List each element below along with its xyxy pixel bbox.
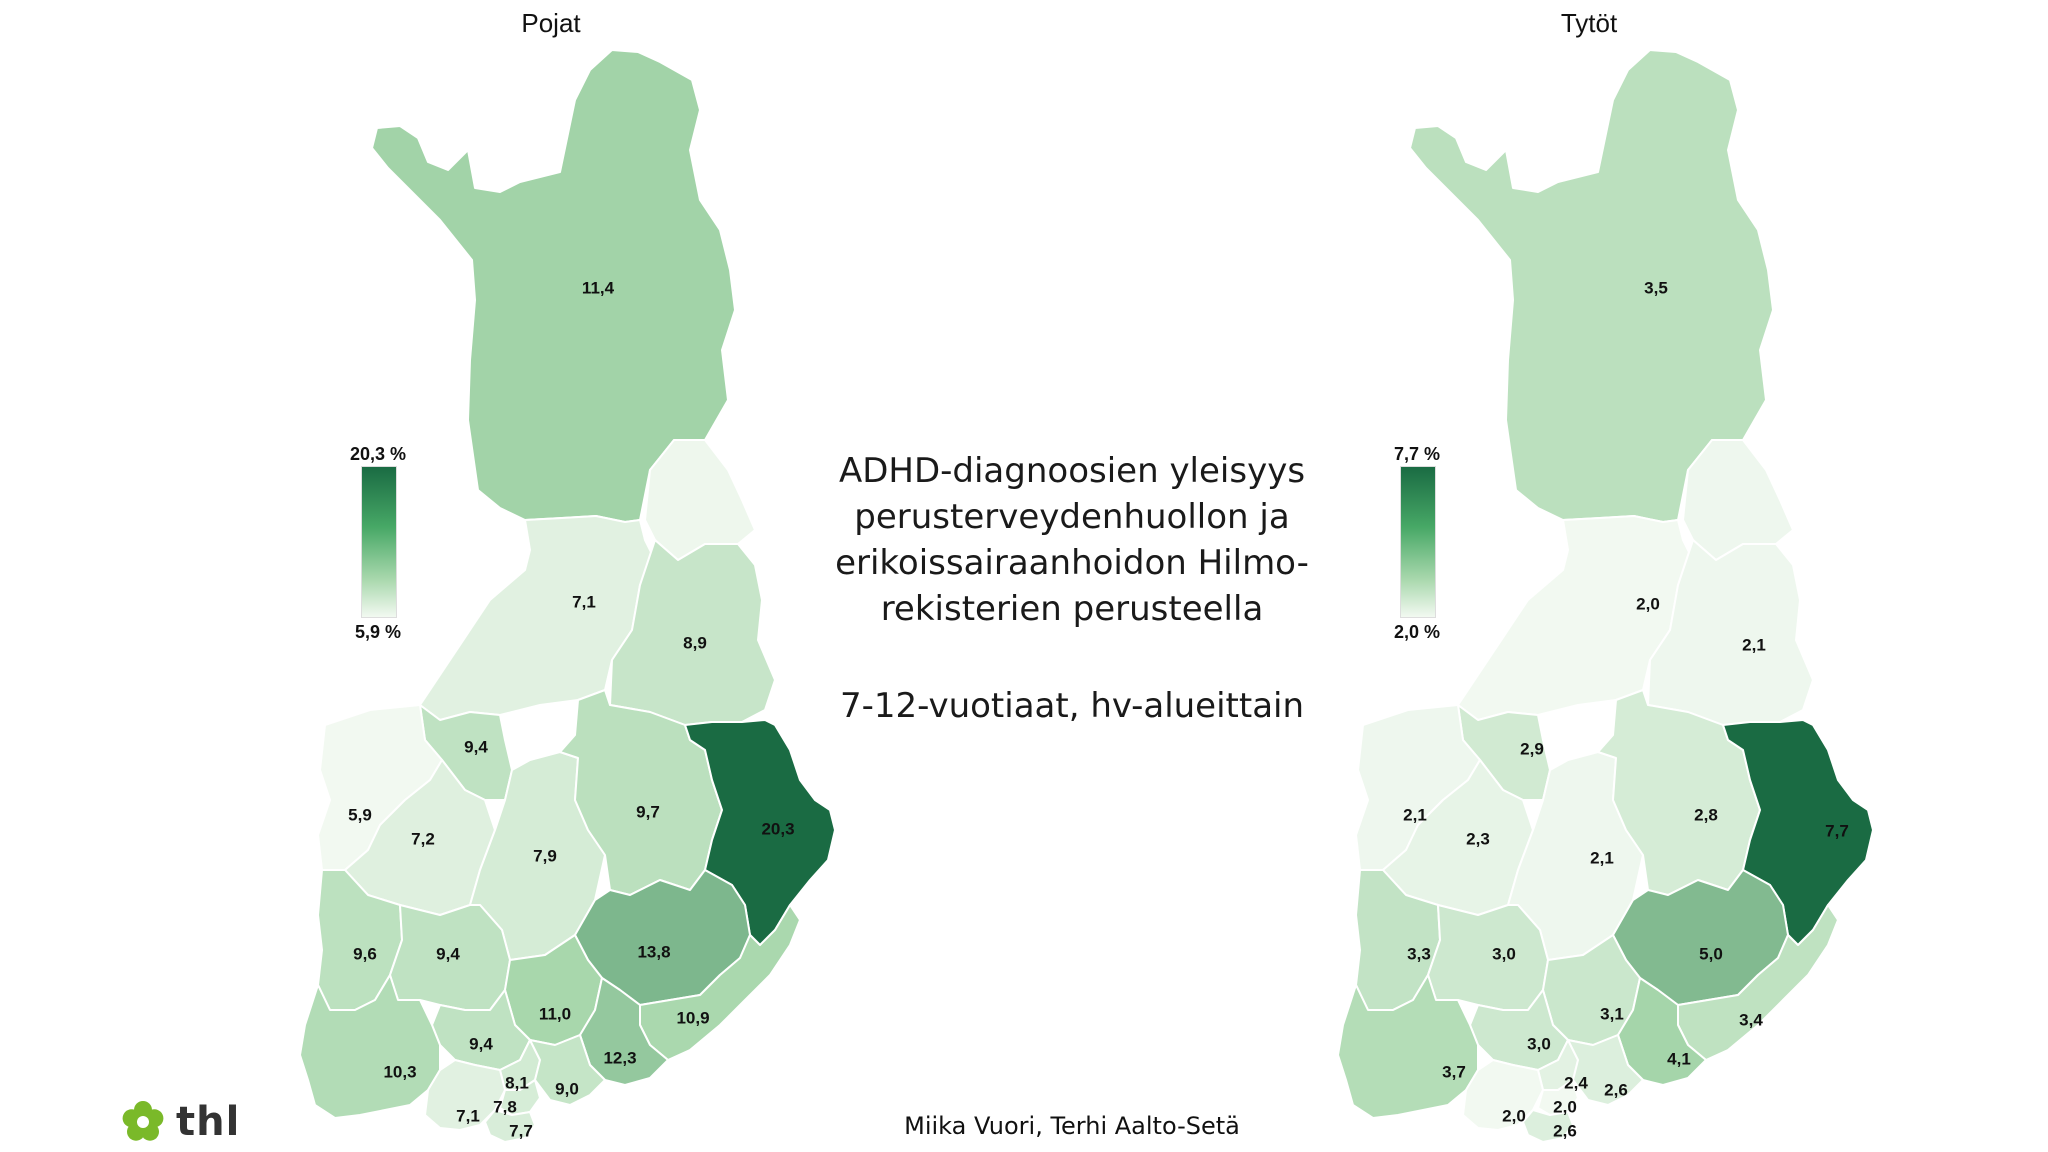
legend-gradient-bar xyxy=(361,466,397,618)
region-value-label: 3,4 xyxy=(1739,1010,1763,1029)
region-vantaa-kerava xyxy=(1537,1079,1579,1116)
region-pirkanmaa xyxy=(1427,904,1549,1011)
center-title-line: perusterveydenhuollon ja xyxy=(854,497,1290,537)
region-lansi-uusimaa xyxy=(424,1059,506,1131)
region-lappi xyxy=(1409,49,1774,523)
region-value-label: 3,3 xyxy=(1407,944,1431,963)
legend-min-label: 5,9 % xyxy=(354,622,402,642)
region-vantaa-kerava xyxy=(499,1079,541,1116)
region-value-label: 8,9 xyxy=(683,633,707,652)
flower-icon xyxy=(122,1101,164,1141)
region-value-label: 11,4 xyxy=(582,278,615,297)
region-value-label: 9,6 xyxy=(353,944,377,963)
region-ita-uusimaa xyxy=(1567,1034,1644,1106)
region-value-label: 3,5 xyxy=(1644,278,1668,297)
region-value-label: 7,9 xyxy=(533,846,557,865)
region-value-label: 3,0 xyxy=(1492,944,1516,963)
legend-max-label: 20,3 % xyxy=(349,444,407,464)
region-value-label: 11,0 xyxy=(539,1004,571,1023)
region-value-label: 3,1 xyxy=(1600,1004,1624,1023)
region-value-label: 2,1 xyxy=(1590,848,1614,867)
region-value-label: 2,0 xyxy=(1553,1097,1577,1116)
region-value-label: 2,1 xyxy=(1403,805,1427,824)
region-ita-uusimaa xyxy=(529,1034,606,1106)
center-subtitle: 7-12-vuotiaat, hv-alueittain xyxy=(839,686,1305,726)
girls-map: 3,5 2,0 2,1 2,9 2,1 2,3 2,1 2,8 7,7 3,3 3,0 5,0 3,1 3… xyxy=(1337,49,1874,1143)
region-value-label: 2,8 xyxy=(1694,805,1718,824)
region-value-label: 9,0 xyxy=(555,1079,579,1098)
region-value-label: 2,4 xyxy=(1564,1073,1588,1092)
logo-text: thl xyxy=(176,1099,241,1145)
region-value-label: 7,8 xyxy=(493,1097,517,1116)
legend-gradient-bar xyxy=(1400,466,1436,618)
region-value-label: 13,8 xyxy=(637,942,670,961)
region-value-label: 2,0 xyxy=(1502,1106,1526,1125)
region-koillismaa xyxy=(644,439,756,561)
legend-max-label: 7,7 % xyxy=(1393,444,1441,464)
region-value-label: 8,1 xyxy=(505,1073,529,1092)
region-koillismaa xyxy=(1682,439,1794,561)
region-value-label: 5,0 xyxy=(1699,944,1723,963)
center-title-line: rekisterien perusteella xyxy=(880,589,1264,629)
region-value-label: 7,1 xyxy=(456,1106,480,1125)
author-credit: Miika Vuori, Terhi Aalto-Setä xyxy=(904,1112,1240,1140)
legend-min-label: 2,0 % xyxy=(1393,622,1441,642)
region-value-label: 10,9 xyxy=(676,1008,709,1027)
region-value-label: 3,7 xyxy=(1442,1062,1466,1081)
center-title-line: ADHD-diagnoosien yleisyys xyxy=(838,451,1306,491)
region-value-label: 2,9 xyxy=(1520,739,1544,758)
region-helsinki xyxy=(1522,1109,1574,1143)
region-value-label: 9,4 xyxy=(469,1034,493,1053)
region-value-label: 2,6 xyxy=(1553,1121,1577,1140)
region-value-label: 3,0 xyxy=(1527,1034,1551,1053)
center-title: ADHD-diagnoosien yleisyys perusterveyden… xyxy=(792,448,1352,632)
region-value-label: 7,7 xyxy=(509,1121,533,1140)
region-value-label: 5,9 xyxy=(348,805,372,824)
region-kainuu xyxy=(1647,539,1814,726)
region-value-label: 9,7 xyxy=(636,802,660,821)
region-value-label: 2,1 xyxy=(1742,635,1766,654)
region-value-label: 20,3 xyxy=(761,819,794,838)
region-value-label: 9,4 xyxy=(464,737,488,756)
region-value-label: 2,3 xyxy=(1466,829,1490,848)
region-value-label: 12,3 xyxy=(603,1048,636,1067)
region-value-label: 7,7 xyxy=(1825,821,1849,840)
region-value-label: 7,2 xyxy=(411,829,435,848)
region-value-label: 7,1 xyxy=(572,592,596,611)
center-title-line: erikoissairaanhoidon Hilmo- xyxy=(835,543,1309,583)
girls-map-title: Tytöt xyxy=(1560,8,1618,38)
region-value-label: 10,3 xyxy=(383,1062,416,1081)
region-lappi xyxy=(371,49,736,523)
thl-logo: thl xyxy=(120,1096,240,1148)
region-value-label: 9,4 xyxy=(436,944,460,963)
region-value-label: 2,0 xyxy=(1636,594,1660,613)
region-value-label: 4,1 xyxy=(1667,1049,1691,1068)
region-kainuu xyxy=(609,539,776,726)
region-lansi-uusimaa xyxy=(1462,1059,1544,1131)
boys-map: 11,4 7,1 8,9 9,4 5,9 7,2 7,9 9,7 20,3 9,6 9,4 13,8 1… xyxy=(299,49,836,1143)
region-value-label: 2,6 xyxy=(1604,1080,1628,1099)
boys-map-title: Pojat xyxy=(521,8,581,38)
region-helsinki xyxy=(484,1109,536,1143)
